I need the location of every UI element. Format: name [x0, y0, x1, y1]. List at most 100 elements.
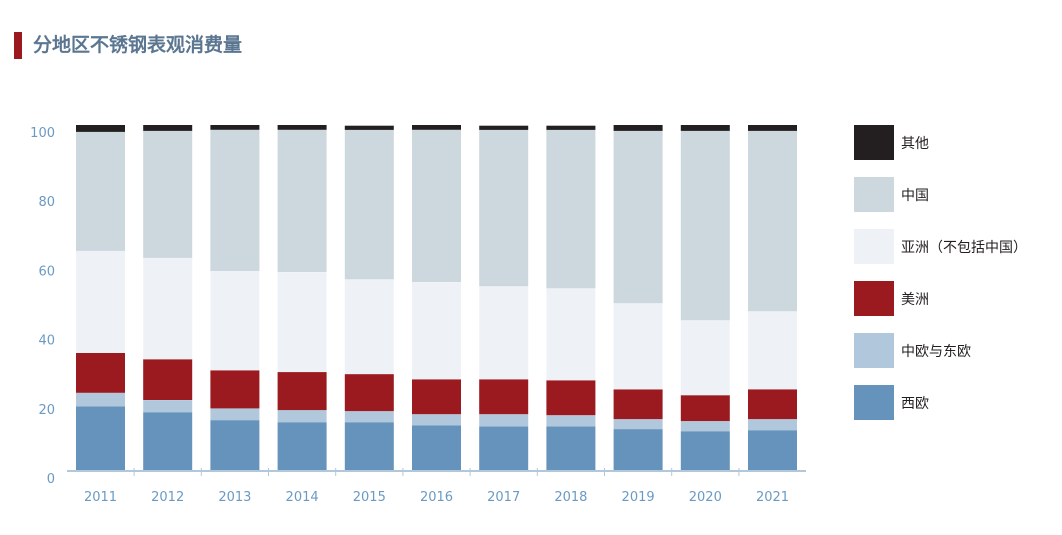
x-tick-label: 2012	[151, 490, 184, 505]
bar-segment	[613, 125, 663, 131]
bar-segment	[277, 125, 327, 130]
x-tick-label: 2013	[218, 490, 251, 505]
legend: 其他 中国 亚洲（不包括中国） 美洲 中欧与东欧 西欧	[854, 125, 1027, 437]
bar-segment	[344, 374, 394, 412]
bar-segment	[748, 130, 797, 312]
x-tick-label: 2011	[84, 490, 117, 505]
bar-segment	[680, 395, 730, 422]
bar-segment	[76, 131, 125, 251]
bar-segment	[143, 412, 193, 471]
chart-title: 分地区不锈钢表观消费量	[33, 34, 243, 56]
x-tick-label: 2020	[689, 490, 722, 505]
bar-segment	[76, 406, 125, 471]
bar-segment	[479, 426, 529, 471]
bar-segment	[680, 125, 730, 131]
legend-item-americas: 美洲	[854, 281, 1027, 316]
x-tick-label: 2015	[353, 490, 386, 505]
bar-segment	[210, 125, 260, 130]
title-accent-bar	[14, 32, 22, 59]
x-tick-label: 2014	[286, 490, 319, 505]
bar-segment	[479, 414, 529, 427]
legend-item-other: 其他	[854, 125, 1027, 160]
bar-segment	[76, 250, 125, 353]
bar-segment	[143, 130, 193, 258]
bar-segment	[546, 125, 596, 130]
bar-segment	[748, 311, 797, 390]
bar-segment	[210, 408, 260, 421]
bar-segment	[210, 129, 260, 271]
y-tick-label: 0	[47, 472, 55, 487]
y-tick-label: 80	[38, 195, 55, 210]
bar-segment	[344, 411, 394, 423]
bar-segment	[613, 130, 663, 304]
bar-segment	[680, 130, 730, 321]
bar-segment	[277, 422, 327, 471]
legend-label: 西欧	[901, 395, 929, 412]
x-tick-label: 2019	[622, 490, 655, 505]
bar-segment	[748, 430, 797, 471]
bar-segment	[143, 400, 193, 413]
bar-segment	[143, 359, 193, 400]
bar-segment	[613, 419, 663, 430]
bar-segment	[344, 125, 394, 130]
bar-segment	[412, 379, 461, 415]
legend-swatch	[854, 333, 894, 368]
bar-segment	[613, 429, 663, 471]
bar-segment	[76, 353, 125, 393]
y-tick-label: 20	[38, 403, 55, 418]
bar-segment	[210, 271, 260, 371]
legend-label: 其他	[901, 135, 929, 152]
bar-segment	[412, 425, 461, 471]
bar-segment	[546, 415, 596, 427]
bar-segment	[613, 389, 663, 420]
bar-segment	[143, 257, 193, 360]
bar-segment	[748, 389, 797, 420]
bar-segment	[479, 379, 529, 415]
bar-segment	[277, 372, 327, 411]
x-tick-label: 2016	[420, 490, 453, 505]
x-tick-label: 2018	[554, 490, 587, 505]
bar-segment	[479, 286, 529, 380]
bar-segment	[546, 129, 596, 289]
legend-swatch	[854, 125, 894, 160]
legend-swatch	[854, 281, 894, 316]
bar-segment	[613, 303, 663, 390]
y-tick-label: 100	[30, 126, 55, 141]
bar-segment	[546, 380, 596, 416]
bar-segment	[479, 125, 529, 130]
axes-group: 2011 2012 2013 2014 2015 2016 2017 2018 2019 2020…	[30, 126, 806, 505]
bar-segment	[277, 272, 327, 373]
bar-segment	[344, 279, 394, 375]
bar-segment	[546, 288, 596, 381]
bar-segment	[277, 410, 327, 423]
bar-segment	[412, 414, 461, 426]
bar-segment	[143, 125, 193, 131]
bar-segment	[210, 370, 260, 409]
bar-segment	[412, 129, 461, 282]
bar-segment	[479, 129, 529, 287]
bar-segment	[412, 125, 461, 130]
bar-segment	[748, 125, 797, 131]
x-tick-label: 2021	[756, 490, 789, 505]
y-tick-label: 60	[38, 264, 55, 279]
legend-item-central-eastern-europe: 中欧与东欧	[854, 333, 1027, 368]
bar-segment	[680, 320, 730, 396]
bar-segment	[680, 421, 730, 432]
bar-segment	[76, 392, 125, 407]
x-tick-label: 2017	[487, 490, 520, 505]
bar-segment	[546, 426, 596, 471]
stacked-bar-chart: 2011 2012 2013 2014 2015 2016 2017 2018 2019 2020…	[30, 125, 806, 505]
legend-label: 中国	[901, 187, 929, 204]
legend-item-western-europe: 西欧	[854, 385, 1027, 420]
legend-item-china: 中国	[854, 177, 1027, 212]
bar-segment	[680, 431, 730, 471]
bar-segment	[277, 129, 327, 272]
bar-segment	[748, 419, 797, 431]
legend-swatch	[854, 177, 894, 212]
bars-group	[76, 125, 797, 471]
legend-label: 亚洲（不包括中国）	[901, 239, 1027, 256]
legend-swatch	[854, 385, 894, 420]
legend-label: 中欧与东欧	[901, 343, 971, 360]
legend-item-asia-ex-china: 亚洲（不包括中国）	[854, 229, 1027, 264]
legend-swatch	[854, 229, 894, 264]
